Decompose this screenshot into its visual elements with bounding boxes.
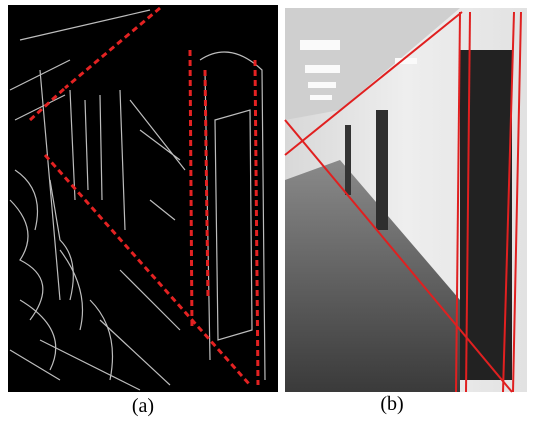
panel-b <box>285 8 527 392</box>
figure: (a) (b) <box>0 0 535 426</box>
panel-label: (a) <box>132 395 154 417</box>
door <box>376 110 388 230</box>
panel-a <box>8 5 278 392</box>
panel-label: (b) <box>380 393 403 415</box>
door <box>345 125 351 195</box>
